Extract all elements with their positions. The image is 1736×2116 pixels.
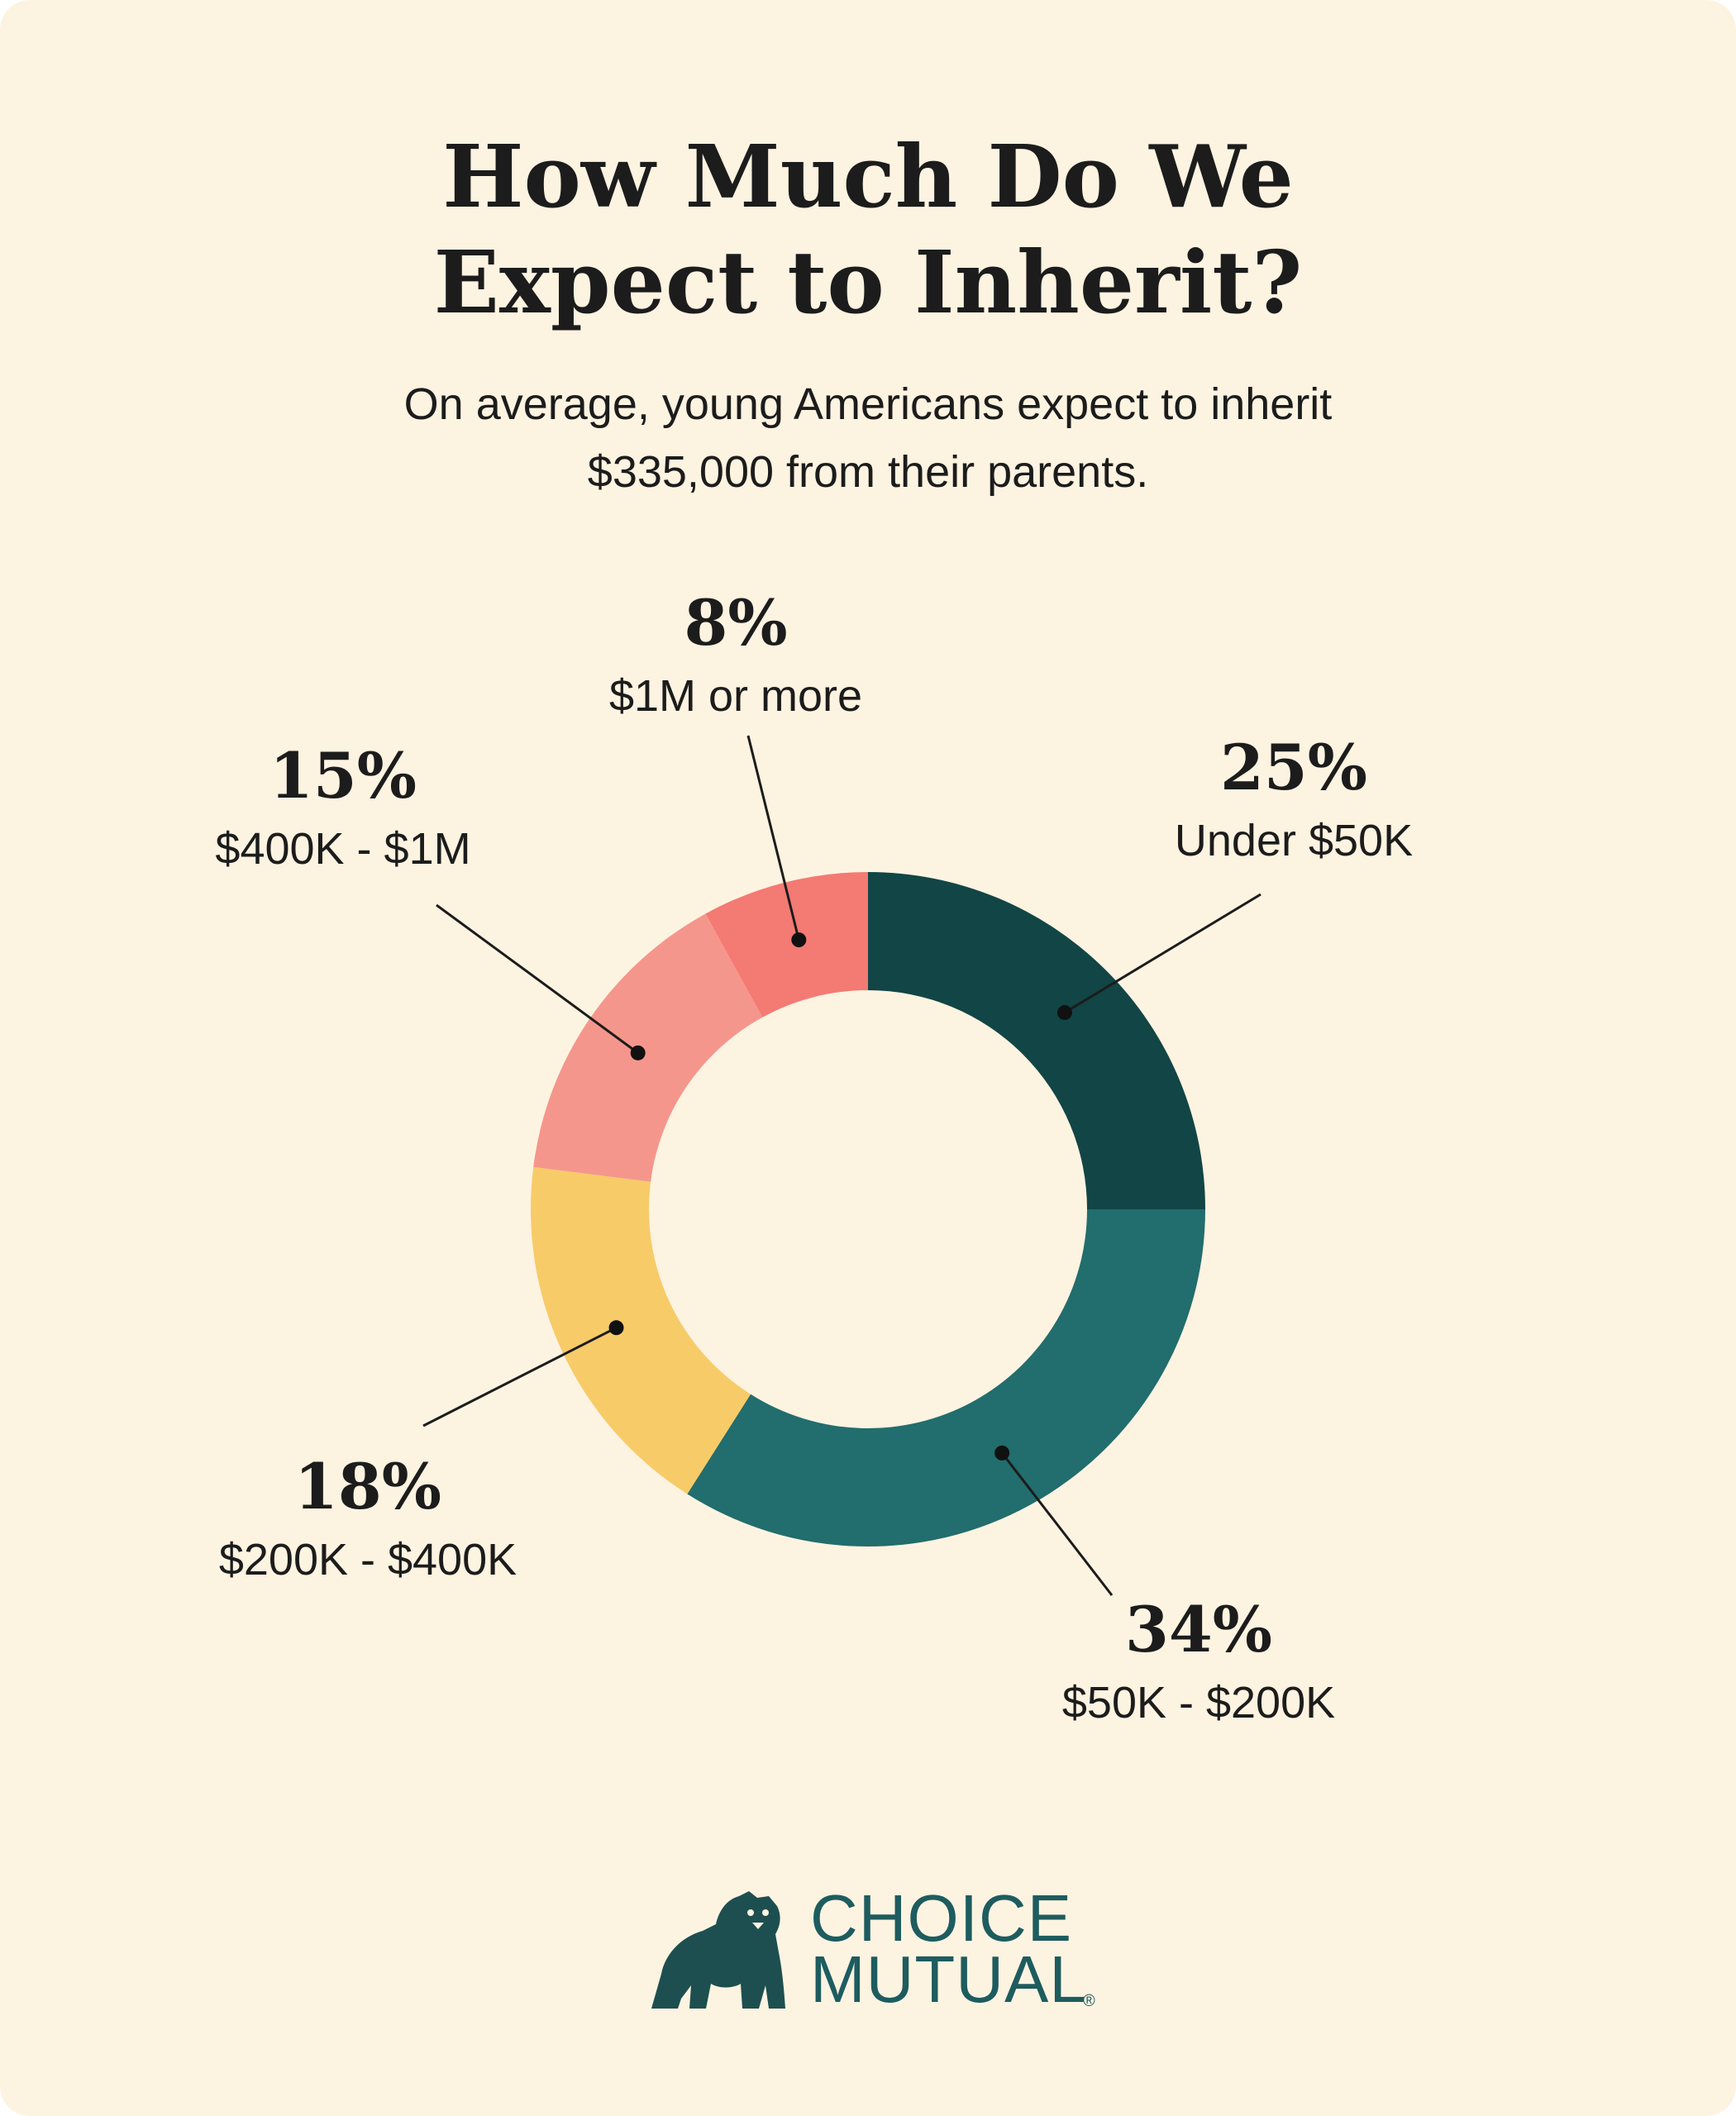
title-line-1: How Much Do We	[442, 126, 1294, 227]
slice-percent-label-4: 15%	[269, 739, 417, 813]
slice-category-label-1: Under $50K	[1175, 816, 1413, 865]
leader-line-3	[422, 1326, 618, 1427]
registered-mark: ®	[1083, 1992, 1095, 2010]
leader-dot-2	[994, 1445, 1010, 1461]
slice-category-label-3: $200K - $400K	[219, 1535, 517, 1585]
subtitle: On average, young Americans expect to in…	[0, 370, 1736, 506]
leader-line-2	[1000, 1451, 1114, 1596]
slice-percent-label-2: 34%	[1125, 1593, 1272, 1666]
leader-dot-1	[1056, 1005, 1072, 1021]
subtitle-line-2: $335,000 from their parents.	[587, 447, 1149, 497]
leader-dot-5	[791, 932, 807, 948]
logo-line-1: CHOICE	[810, 1881, 1073, 1955]
donut-slice-3	[531, 1166, 751, 1494]
bear-icon	[651, 1891, 785, 2009]
title-line-2: Expect to Inherit?	[433, 231, 1303, 333]
donut-slice-1	[868, 872, 1205, 1209]
slice-percent-label-3: 18%	[294, 1450, 441, 1523]
slice-percent-label-5: 8%	[684, 586, 787, 660]
donut-slice-4	[533, 913, 763, 1182]
leader-line-5	[746, 735, 800, 941]
leader-line-4	[436, 903, 639, 1055]
slice-category-label-5: $1M or more	[609, 671, 862, 721]
slice-category-label-2: $50K - $200K	[1062, 1678, 1335, 1728]
leader-dot-3	[608, 1320, 624, 1336]
slice-category-label-4: $400K - $1M	[215, 824, 470, 874]
logo-line-2: MUTUAL	[810, 1942, 1087, 2016]
leader-dot-4	[630, 1045, 646, 1060]
slice-percent-label-1: 25%	[1220, 731, 1367, 804]
subtitle-line-1: On average, young Americans expect to in…	[403, 379, 1333, 429]
donut-slice-5	[705, 872, 868, 1017]
donut-slice-2	[687, 1209, 1205, 1547]
logo-wordmark: CHOICE MUTUAL	[810, 1881, 1087, 2016]
page-title: How Much Do We Expect to Inherit?	[0, 124, 1736, 336]
choice-mutual-logo: CHOICE MUTUAL ®	[637, 1876, 1099, 2017]
leader-line-1	[1064, 893, 1261, 1014]
